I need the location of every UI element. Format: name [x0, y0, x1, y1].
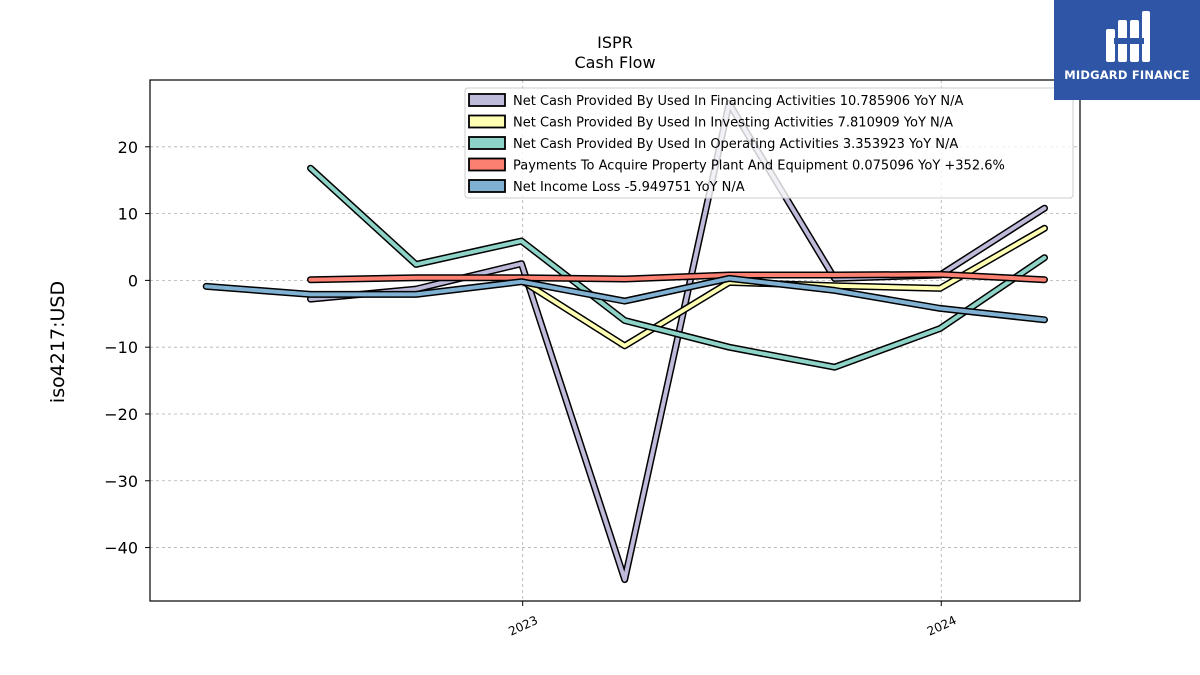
series-3	[307, 164, 1048, 371]
y-tick-label: −40	[104, 539, 138, 558]
y-tick-label: −10	[104, 338, 138, 357]
series-4-line	[308, 272, 1047, 282]
legend-swatch-3	[468, 136, 506, 150]
legend: Net Cash Provided By Used In Financing A…	[464, 87, 1074, 199]
legend-entry-1: Net Cash Provided By Used In Financing A…	[513, 94, 964, 109]
series-5	[202, 274, 1048, 324]
chart-title: ISPR	[597, 33, 633, 52]
legend-entry-3: Net Cash Provided By Used In Operating A…	[513, 137, 958, 152]
legend-swatch-5	[468, 179, 506, 193]
chart-subtitle: Cash Flow	[574, 53, 655, 72]
y-tick-label: −30	[104, 472, 138, 491]
legend-swatch-1	[468, 93, 506, 107]
legend-entry-5: Net Income Loss -5.949751 YoY N/A	[513, 180, 745, 195]
x-tick-label: 2023	[506, 613, 540, 639]
legend-entry-2: Net Cash Provided By Used In Investing A…	[513, 116, 953, 131]
series-5-line	[204, 276, 1047, 322]
y-axis-label: iso4217:USD	[47, 281, 69, 403]
series-4	[307, 270, 1048, 284]
x-tick-label: 2024	[925, 613, 959, 639]
x-axis: 2023 2024	[506, 601, 959, 639]
y-tick-label: 20	[118, 138, 138, 157]
legend-swatch-2	[468, 114, 506, 129]
legend-swatch-4	[468, 157, 506, 172]
y-axis: 20 10 0 −10 −20 −30 −40	[104, 138, 150, 558]
legend-box	[464, 87, 1074, 199]
y-tick-label: −20	[104, 405, 138, 424]
brand-logo-mark-icon	[1106, 11, 1150, 62]
y-tick-label: 10	[118, 205, 138, 224]
series-3-line	[308, 166, 1047, 370]
brand-logo: MIDGARD FINANCE	[1054, 0, 1200, 100]
y-tick-label: 0	[128, 271, 138, 290]
brand-logo-text: MIDGARD FINANCE	[1064, 68, 1190, 82]
legend-entry-4: Payments To Acquire Property Plant And E…	[513, 159, 1005, 174]
series-layer	[202, 99, 1048, 584]
plot-frame	[149, 79, 1081, 602]
